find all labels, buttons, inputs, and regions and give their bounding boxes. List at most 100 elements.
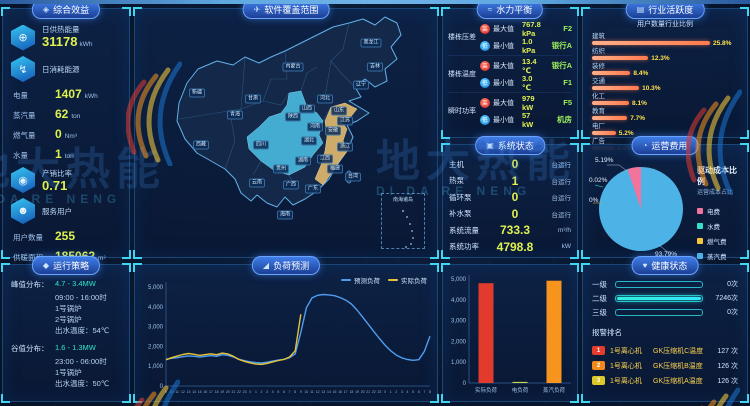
panel-corner <box>430 263 439 272</box>
pie-slice-electricity <box>627 166 641 209</box>
panel-corner <box>570 130 579 139</box>
metric-label: 燃气量 <box>13 131 36 140</box>
panel-corner <box>740 7 749 16</box>
legend-item[interactable]: 电费 <box>697 206 741 216</box>
x-axis-tick: 18 <box>350 390 354 394</box>
alarm-level-count: 0次 <box>727 281 738 288</box>
metric-row: ⊕ 日供热能量 31178 kWh <box>11 24 121 51</box>
metric-label: 服务用户 <box>42 206 72 216</box>
pie-leader-line <box>658 244 670 254</box>
cost-pie-legend: 电费水费燃气费蒸汽费 <box>697 206 741 261</box>
province-chip-广东[interactable]: 广东 <box>304 184 322 194</box>
province-chip-广西[interactable]: 广西 <box>282 180 300 190</box>
minmax-label: 最大值 <box>493 99 514 107</box>
legend-item[interactable]: 实际负荷 <box>388 275 427 285</box>
alarm-row[interactable]: 3 1号离心机 GK压缩机A温度 126 次 <box>592 373 738 388</box>
metric-unit: ton <box>71 113 81 120</box>
metric-row: 水量 1 ton <box>13 147 121 161</box>
metric-row: ☻ 服务用户 <box>11 198 121 224</box>
highlighted-region-tan[interactable] <box>314 102 358 186</box>
province-chip-台湾[interactable]: 台湾 <box>344 172 362 182</box>
hydraulic-value: 1.0 kPa <box>522 36 536 55</box>
legend-item[interactable]: 燃气费 <box>697 236 741 246</box>
province-chip-浙江[interactable]: 浙江 <box>336 142 354 152</box>
province-chip-贵州[interactable]: 贵州 <box>272 164 290 174</box>
map-plane-icon: ✈ <box>253 5 261 14</box>
province-chip-安徽[interactable]: 安徽 <box>324 126 342 136</box>
province-chip-新疆[interactable]: 新疆 <box>188 88 206 98</box>
alarm-count: 126 次 <box>717 362 738 370</box>
province-chip-黑龙江[interactable]: 黑龙江 <box>360 38 382 48</box>
province-chip-海南[interactable]: 海南 <box>276 210 294 220</box>
metric-info: 日消耗能源 <box>42 64 80 75</box>
hydraulic-location: 银行A <box>551 61 572 70</box>
alarm-rank-badge: 1 <box>592 346 605 355</box>
max-badge-icon: 高 <box>480 60 490 71</box>
metric-label: 产销比率 <box>42 169 72 178</box>
hydraulic-location: F1 <box>563 78 572 87</box>
x-axis-tick: 19 <box>220 390 224 394</box>
panel-title-text: 软件覆盖范围 <box>264 5 319 15</box>
legend-item[interactable]: 水费 <box>697 221 741 231</box>
industry-bar <box>592 131 616 135</box>
system-value: 0 <box>511 190 519 205</box>
alarm-row[interactable]: 2 1号离心机 GK压缩机B温度 126 次 <box>592 358 738 373</box>
province-chip-山西[interactable]: 山西 <box>298 104 316 114</box>
pie-percent-label: 0.02% <box>589 177 608 184</box>
alarm-name: GK压缩机C温度 <box>653 347 704 355</box>
province-chip-河南[interactable]: 河南 <box>306 122 324 132</box>
province-chip-陕西[interactable]: 陕西 <box>284 112 302 122</box>
system-value: 733.3 <box>499 223 531 238</box>
province-chip-云南[interactable]: 云南 <box>248 178 266 188</box>
heat-supply-icon: ⊕ <box>11 24 35 51</box>
hydraulic-group-rows: 高最大值 979 kW F5 低最小值 57 kW 机房 <box>480 94 572 129</box>
x-axis-tick: 4 <box>272 390 274 394</box>
x-category-label: 电负荷 <box>512 386 529 394</box>
alarm-level-track <box>615 280 703 288</box>
industry-bar-item: 纺织 12.3% <box>592 48 738 62</box>
system-label: 热泵 <box>449 176 464 186</box>
province-chip-甘肃[interactable]: 甘肃 <box>244 94 262 104</box>
legend-swatch <box>697 223 703 229</box>
alarm-row[interactable]: 1 1号离心机 GK压缩机C温度 127 次 <box>592 343 738 358</box>
x-axis-tick: 12 <box>181 390 185 394</box>
province-chip-江西[interactable]: 江西 <box>316 154 334 164</box>
industry-bar-item: 装修 8.4% <box>592 63 738 77</box>
hydraulic-rows: 楼栋压差高最大值 767.8 kPa F2 低最小值 1.0 kPa 银行A 楼栋温度高最大… <box>443 9 577 137</box>
hydraulic-location: F2 <box>563 24 572 33</box>
alarm-level-fill <box>617 296 701 300</box>
province-chip-福建[interactable]: 福建 <box>326 164 344 174</box>
x-axis-tick: 11 <box>175 390 179 394</box>
system-unit: kW <box>561 243 571 251</box>
legend-item[interactable]: 蒸汽费 <box>697 251 741 261</box>
x-axis-tick: 20 <box>361 390 365 394</box>
province-chip-江苏[interactable]: 江苏 <box>336 116 354 126</box>
system-icon: ▣ <box>486 141 494 150</box>
system-label: 循环泵 <box>449 192 472 202</box>
strategy-line: 2号锅炉 <box>55 315 82 324</box>
metric-label: 日供热能量 <box>42 25 80 34</box>
panel-corner <box>430 250 439 259</box>
hydraulic-row: 高最大值 13.4 ℃ 银行A <box>480 57 572 75</box>
x-axis-tick: 23 <box>378 390 382 394</box>
x-axis-tick: 20 <box>226 390 230 394</box>
province-chip-青海[interactable]: 青海 <box>226 110 244 120</box>
province-chip-四川[interactable]: 四川 <box>252 140 270 150</box>
province-chip-西藏[interactable]: 西藏 <box>192 140 210 150</box>
province-chip-河北[interactable]: 河北 <box>316 94 334 104</box>
hydraulic-row: 高最大值 767.8 kPa F2 <box>480 20 572 38</box>
province-chip-吉林[interactable]: 吉林 <box>366 62 384 72</box>
metric-value: 0.71 <box>42 178 68 193</box>
province-chip-内蒙古[interactable]: 内蒙古 <box>282 62 304 72</box>
panel-title-text: 健康状态 <box>651 261 688 271</box>
legend-item[interactable]: 预测负荷 <box>341 275 380 285</box>
legend-label: 燃气费 <box>707 239 727 246</box>
panel-corner <box>581 394 590 403</box>
system-label: 主机 <box>449 159 464 169</box>
province-chip-湖南[interactable]: 湖南 <box>294 156 312 166</box>
province-chip-辽宁[interactable]: 辽宁 <box>352 80 370 90</box>
cost-pie-chart: 5.19% 0.02% 0% 93.79% <box>589 153 697 258</box>
province-chip-山东[interactable]: 山东 <box>330 106 348 116</box>
province-chip-湖北[interactable]: 湖北 <box>300 136 318 146</box>
